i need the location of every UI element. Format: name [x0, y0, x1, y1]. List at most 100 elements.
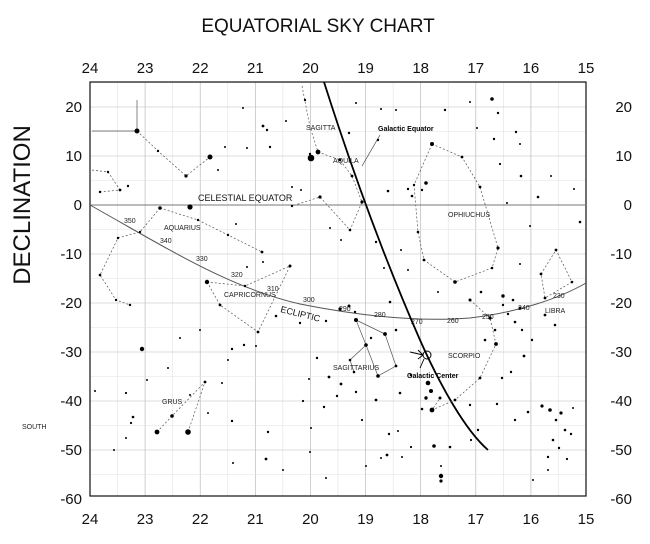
star [167, 367, 169, 369]
star [501, 303, 505, 307]
star [554, 418, 558, 422]
star [398, 391, 402, 395]
star [308, 152, 312, 156]
star [395, 109, 397, 111]
star [113, 449, 115, 451]
star [573, 188, 575, 190]
star [230, 419, 234, 423]
star [410, 194, 414, 198]
star [543, 313, 547, 317]
star [424, 396, 428, 400]
star [394, 364, 398, 368]
star [520, 328, 524, 332]
ecliptic-longitude: 330 [196, 256, 208, 263]
star [422, 258, 426, 262]
ra-tick-bottom: 18 [412, 511, 429, 528]
dec-tick-right: 10 [615, 148, 632, 165]
star [355, 102, 357, 104]
star [256, 330, 260, 334]
star [536, 195, 540, 199]
star [495, 402, 499, 406]
star [468, 298, 472, 302]
star [266, 430, 270, 434]
star [469, 101, 471, 103]
star [338, 307, 342, 311]
ra-tick-top: 23 [137, 60, 154, 77]
star [262, 261, 264, 263]
ecliptic-longitude: 300 [303, 297, 315, 304]
star [298, 321, 302, 325]
star [432, 444, 436, 448]
star [129, 421, 133, 425]
declination-label: DECLINATION [9, 125, 36, 285]
star [407, 269, 409, 271]
ra-tick-bottom: 16 [523, 511, 540, 528]
star [492, 137, 496, 141]
star [406, 187, 410, 191]
galactic-center-label: Galactic Center [407, 373, 459, 380]
star [224, 146, 226, 148]
dec-tick-left: -40 [60, 393, 82, 410]
star [543, 296, 547, 300]
ecliptic-line [89, 204, 587, 320]
star [243, 284, 247, 288]
star [400, 249, 402, 251]
star [156, 149, 160, 153]
star [134, 128, 140, 134]
constellation-name: SAGITTA [306, 125, 336, 132]
constellation-name: AQUILA [333, 158, 359, 165]
star [98, 273, 102, 277]
star [338, 158, 342, 162]
star [187, 204, 193, 210]
star [514, 130, 518, 134]
star [387, 432, 391, 436]
ra-tick-bottom: 17 [467, 511, 484, 528]
star [352, 370, 356, 374]
star [290, 204, 294, 208]
star [310, 427, 312, 429]
star [347, 131, 351, 135]
stars [94, 97, 582, 483]
star [282, 469, 284, 471]
star [265, 128, 269, 132]
star [131, 415, 135, 419]
star [189, 394, 191, 396]
star [380, 108, 382, 110]
star [308, 378, 310, 380]
star [506, 202, 508, 204]
star [301, 399, 305, 403]
dec-tick-right: -60 [610, 491, 632, 508]
star [138, 230, 142, 234]
star [409, 373, 413, 377]
dec-tick-right: 0 [624, 197, 632, 214]
dec-tick-left: 10 [65, 148, 82, 165]
star [563, 428, 567, 432]
star [383, 332, 387, 336]
ecliptic-longitudes: 350 340 330 320 310 300 290 280 270 260 … [124, 218, 565, 326]
star [572, 407, 574, 409]
star [268, 145, 272, 149]
star [318, 195, 322, 199]
star [246, 266, 248, 268]
star [340, 239, 342, 241]
star [453, 280, 457, 284]
star [360, 418, 364, 422]
star [424, 181, 428, 185]
star [519, 143, 521, 145]
star [348, 358, 352, 362]
star [255, 345, 257, 347]
ra-tick-top: 16 [523, 60, 540, 77]
star [327, 375, 331, 379]
star [235, 223, 237, 225]
dec-tick-left: -20 [60, 295, 82, 312]
star [230, 347, 234, 351]
chart-title: EQUATORIAL SKY CHART [201, 16, 435, 37]
star [420, 407, 424, 411]
star [315, 149, 321, 155]
ra-tick-top: 24 [82, 60, 99, 77]
star [207, 412, 209, 414]
star [380, 457, 382, 459]
dec-tick-left: -10 [60, 246, 82, 263]
star [420, 188, 424, 192]
dec-tick-left: 20 [65, 99, 82, 116]
